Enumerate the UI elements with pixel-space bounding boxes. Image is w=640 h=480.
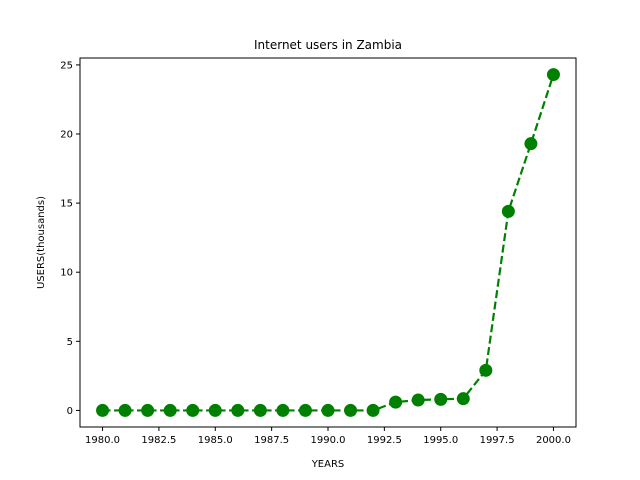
x-tick-label: 1990.0 (311, 435, 346, 446)
x-tick-label: 1982.5 (141, 435, 176, 446)
x-axis-label: YEARS (311, 459, 345, 470)
data-point (231, 403, 245, 417)
x-tick-label: 1995.0 (423, 435, 458, 446)
x-tick-label: 1980.0 (85, 435, 120, 446)
y-axis-label: USERS(thousands) (36, 196, 47, 289)
y-tick-label: 25 (60, 60, 73, 71)
data-point (389, 395, 403, 409)
data-point (96, 403, 110, 417)
chart-title: Internet users in Zambia (254, 38, 402, 52)
data-point (344, 403, 358, 417)
y-tick-label: 0 (67, 406, 73, 417)
x-tick-label: 2000.0 (536, 435, 571, 446)
x-tick-label: 1985.0 (198, 435, 233, 446)
data-point (456, 392, 470, 406)
y-tick-label: 10 (60, 268, 73, 279)
data-point (118, 403, 132, 417)
data-point (366, 403, 380, 417)
data-point (186, 403, 200, 417)
x-tick-label: 1992.5 (367, 435, 402, 446)
y-tick-label: 5 (67, 337, 73, 348)
data-point (208, 403, 222, 417)
data-point (253, 403, 267, 417)
data-point (546, 68, 560, 82)
x-tick-label: 1987.5 (254, 435, 289, 446)
data-point (321, 403, 335, 417)
plot-area (96, 68, 560, 417)
x-tick-label: 1997.5 (480, 435, 515, 446)
y-tick-label: 15 (60, 199, 73, 210)
data-point (479, 363, 493, 377)
data-point (141, 403, 155, 417)
y-tick-label: 20 (60, 130, 73, 141)
data-point (524, 137, 538, 151)
data-point (276, 403, 290, 417)
data-point (411, 393, 425, 407)
data-point (298, 403, 312, 417)
data-point (434, 392, 448, 406)
data-point (163, 403, 177, 417)
data-point (501, 204, 515, 218)
